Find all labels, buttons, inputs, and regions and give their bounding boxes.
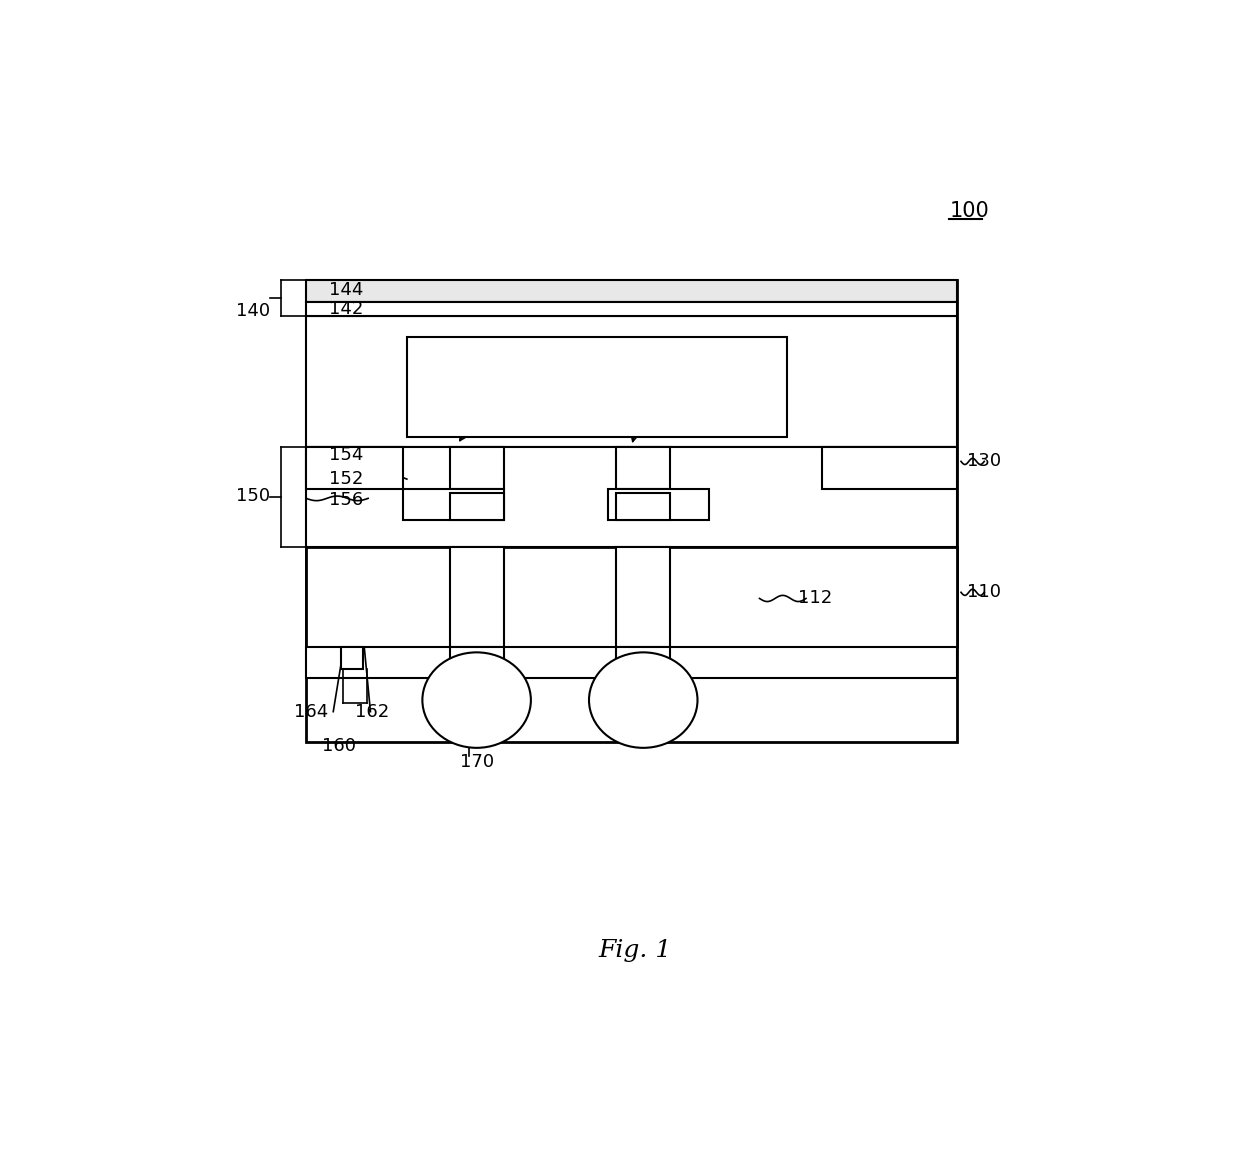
Text: 140: 140 (237, 302, 270, 320)
Text: 122: 122 (409, 343, 444, 361)
Text: Fig. 1: Fig. 1 (599, 938, 672, 961)
Bar (306, 647, 957, 677)
Text: 156: 156 (330, 491, 363, 509)
Bar (449, 493, 503, 520)
Bar (449, 446, 503, 489)
Bar (407, 337, 786, 437)
Text: 112: 112 (799, 590, 832, 607)
Ellipse shape (423, 652, 531, 748)
Bar (616, 547, 671, 647)
Bar (609, 489, 709, 520)
Bar (449, 547, 503, 647)
Text: 152: 152 (330, 470, 363, 488)
Text: 100: 100 (950, 201, 990, 221)
Text: 154: 154 (330, 446, 363, 465)
Bar (616, 446, 671, 489)
Bar (821, 446, 957, 489)
Text: 120: 120 (557, 343, 590, 361)
Text: 150: 150 (237, 488, 270, 505)
Text: 170: 170 (460, 753, 494, 770)
Text: 130: 130 (967, 452, 1002, 470)
Bar (616, 493, 671, 520)
Bar (306, 446, 403, 489)
Bar (449, 647, 503, 677)
Bar (306, 316, 957, 446)
Text: 164: 164 (295, 703, 329, 721)
Bar (616, 647, 671, 677)
Bar (306, 281, 957, 302)
Text: 110: 110 (967, 583, 1001, 601)
Text: 162: 162 (355, 703, 389, 721)
Bar (306, 302, 957, 316)
Bar (341, 647, 362, 668)
Bar (306, 446, 957, 547)
Bar (403, 489, 503, 520)
Bar (306, 547, 957, 647)
Ellipse shape (589, 652, 697, 748)
Text: 144: 144 (330, 281, 363, 299)
Text: 124: 124 (641, 343, 676, 361)
Bar (306, 281, 957, 743)
Text: 142: 142 (330, 300, 363, 317)
Text: 160: 160 (321, 737, 356, 756)
